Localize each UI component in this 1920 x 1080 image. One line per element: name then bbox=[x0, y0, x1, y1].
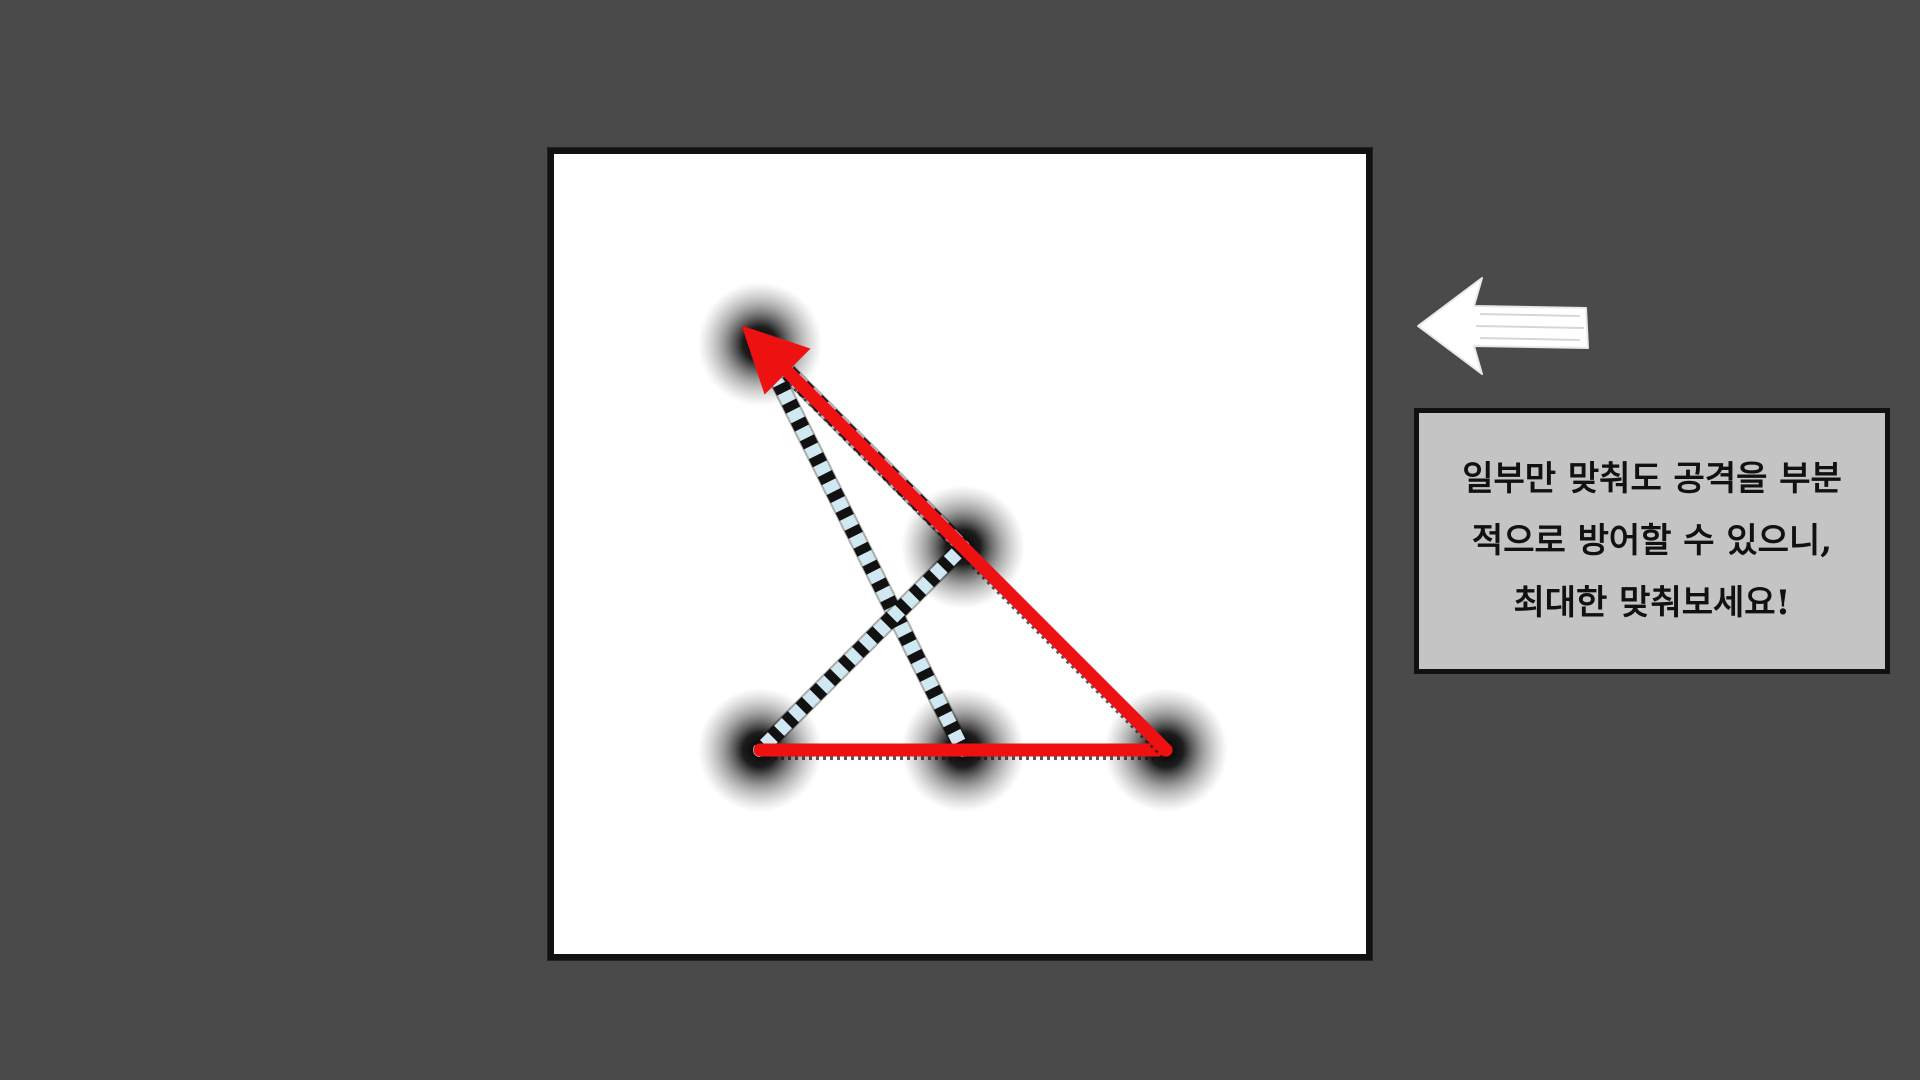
gesture-board[interactable] bbox=[548, 148, 1372, 960]
target-segment bbox=[751, 337, 972, 757]
drawn-segment bbox=[741, 325, 1173, 757]
arrow-left-icon bbox=[1410, 270, 1590, 384]
hint-text: 일부만 맞춰도 공격을 부분적으로 방어할 수 있으니, 최대한 맞춰보세요! bbox=[1462, 459, 1842, 623]
hint-tooltip: 일부만 맞춰도 공격을 부분적으로 방어할 수 있으니, 최대한 맞춰보세요! bbox=[1414, 408, 1890, 674]
target-segment bbox=[753, 540, 970, 757]
